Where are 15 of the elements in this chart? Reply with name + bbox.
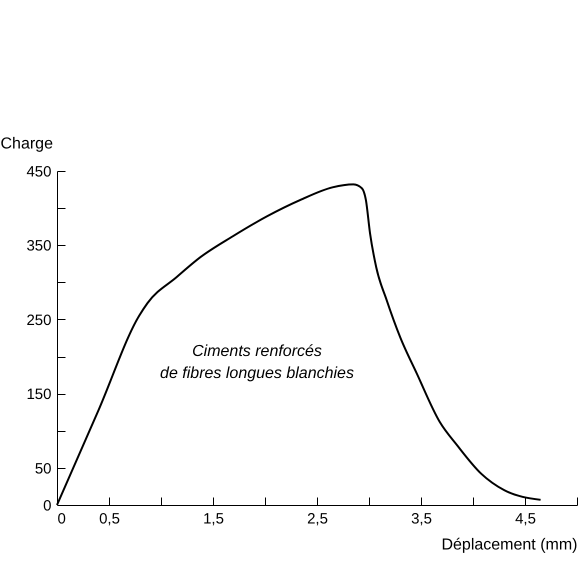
x-tick-label: 4,5 (515, 510, 536, 528)
y-tick-label: 150 (26, 386, 52, 404)
y-tick-label: 450 (26, 164, 52, 180)
y-tick-label: 250 (26, 312, 52, 329)
y-tick-label: 50 (34, 460, 52, 478)
x-tick-label: 0,5 (99, 510, 120, 528)
y-tick-label: 350 (26, 238, 52, 255)
x-tick-label: 1,5 (203, 510, 224, 528)
y-axis-title: Charge (0, 136, 54, 152)
annotation: Ciments renforcés de fibres longues blanchies (160, 343, 354, 382)
x-tick-label: 3,5 (411, 510, 432, 528)
x-tick-label: 2,5 (307, 510, 328, 528)
x-tick-label: 0 (58, 510, 66, 528)
y-tick-label: 0 (43, 498, 52, 514)
x-axis-title: Déplacement (mm) (441, 536, 578, 554)
